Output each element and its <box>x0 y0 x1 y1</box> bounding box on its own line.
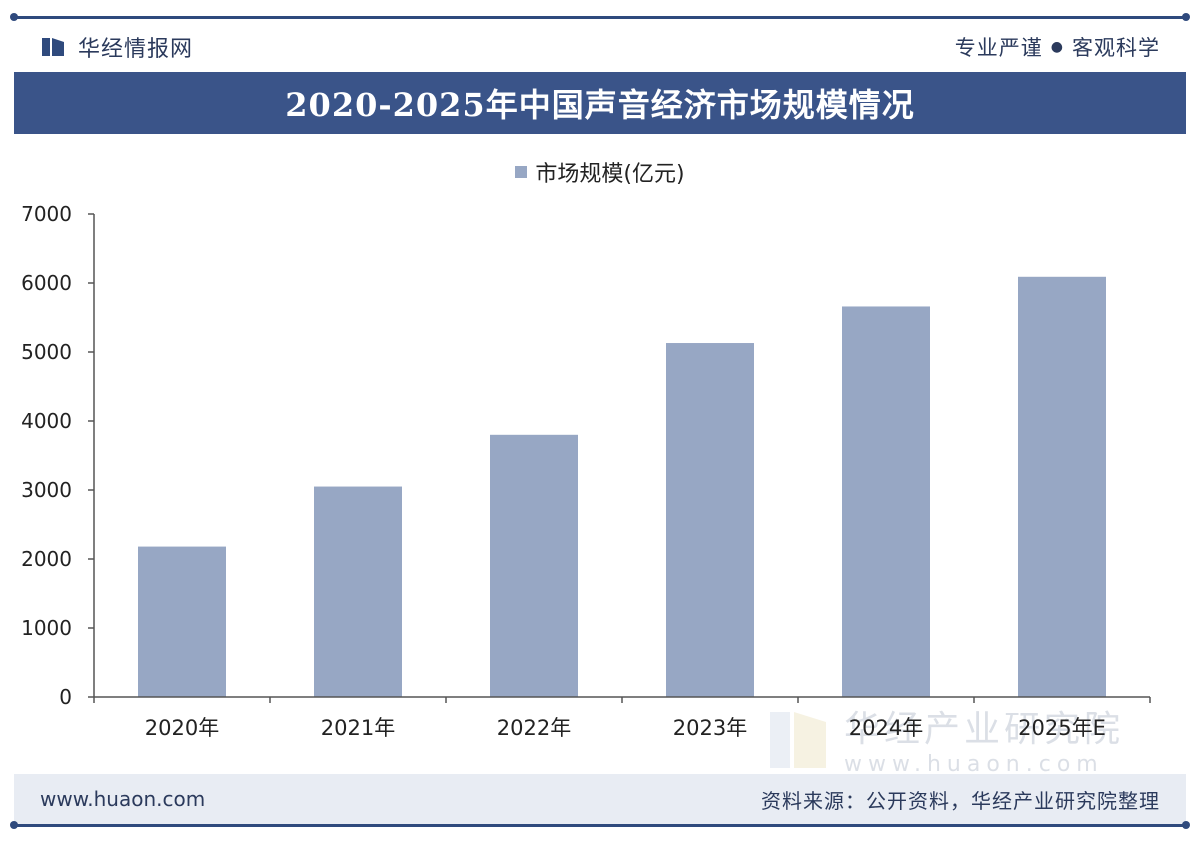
bar-5 <box>1018 276 1106 697</box>
watermark-cn: 华经产业研究院 <box>844 709 1125 750</box>
y-tick-label: 6000 <box>21 271 72 295</box>
brand: 华经情报网 <box>40 30 193 64</box>
watermark-url: www.huaon.com <box>844 752 1104 777</box>
x-tick-label: 2020年 <box>145 716 219 740</box>
y-tick-label: 0 <box>59 685 72 709</box>
top-rule <box>10 13 1190 21</box>
bar-3 <box>666 343 754 697</box>
legend-swatch <box>515 166 528 178</box>
bar-2 <box>490 434 578 697</box>
x-tick-label: 2023年 <box>673 716 747 740</box>
footer-bar: www.huaon.com 资料来源：公开资料，华经产业研究院整理 <box>14 774 1186 824</box>
y-tick-label: 5000 <box>21 340 72 364</box>
slogan-dot: ● <box>1050 39 1064 55</box>
y-tick-label: 1000 <box>21 616 72 640</box>
brand-name: 华经情报网 <box>78 37 194 62</box>
watermark-logo-icon <box>770 711 826 768</box>
y-tick-label: 2000 <box>21 547 72 571</box>
x-axis: 2020年 2021年 2022年 2023年 2024年 2025年E <box>93 696 1151 740</box>
slogan-right: 客观科学 <box>1072 36 1160 60</box>
x-tick-label: 2025年E <box>1018 716 1106 740</box>
y-tick-label: 7000 <box>21 202 72 226</box>
bar-4 <box>842 306 930 697</box>
footer-source: 资料来源：公开资料，华经产业研究院整理 <box>761 788 1160 813</box>
y-tick-label: 3000 <box>21 478 72 502</box>
x-tick-label: 2024年 <box>849 716 923 740</box>
legend-label: 市场规模(亿元) <box>535 162 685 187</box>
bottom-rule <box>10 821 1190 829</box>
bar-1 <box>314 486 402 697</box>
bars <box>138 276 1106 697</box>
huajing-logo-icon <box>42 38 64 56</box>
x-tick-label: 2021年 <box>321 716 395 740</box>
x-tick-label: 2022年 <box>497 716 571 740</box>
slogan: 专业严谨 ● 客观科学 <box>955 30 1160 64</box>
footer-url[interactable]: www.huaon.com <box>40 787 206 811</box>
watermark: 华经产业研究院 www.huaon.com <box>770 700 1124 777</box>
title-banner: 2020-2025年中国声音经济市场规模情况 <box>14 72 1186 134</box>
y-tick-label: 4000 <box>21 409 72 433</box>
bar-0 <box>138 546 226 697</box>
chart-title: 2020-2025年中国声音经济市场规模情况 <box>285 86 915 124</box>
legend: 市场规模(亿元) <box>0 156 1200 188</box>
slogan-left: 专业严谨 <box>954 36 1043 60</box>
y-axis: 0 1000 2000 3000 4000 5000 6000 7000 <box>21 202 95 709</box>
